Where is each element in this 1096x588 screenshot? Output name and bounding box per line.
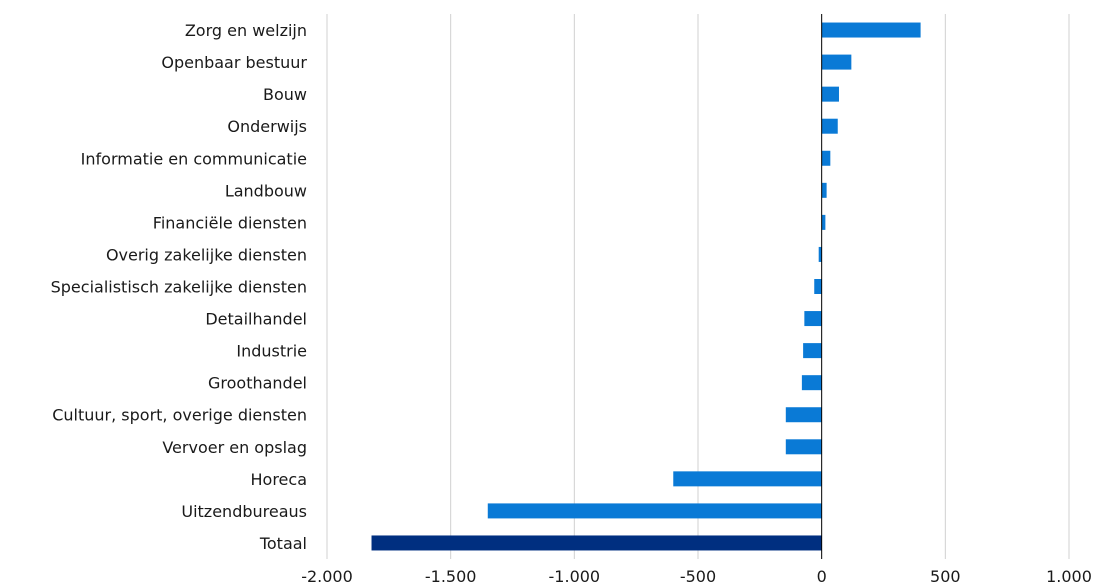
bar xyxy=(804,311,822,327)
x-tick-label: -500 xyxy=(680,567,716,586)
bar xyxy=(821,182,827,198)
category-label: Landbouw xyxy=(225,181,307,200)
category-label: Industrie xyxy=(236,342,307,361)
bars xyxy=(371,22,921,551)
category-label: Cultuur, sport, overige diensten xyxy=(52,406,307,425)
bar xyxy=(801,375,822,391)
category-label: Uitzendbureaus xyxy=(181,502,307,521)
bar xyxy=(821,86,839,102)
category-label: Horeca xyxy=(251,470,308,489)
bar xyxy=(814,279,822,294)
category-label: Vervoer en opslag xyxy=(162,438,307,457)
category-label: Overig zakelijke diensten xyxy=(106,245,307,264)
category-label: Zorg en welzijn xyxy=(185,21,307,40)
bar xyxy=(821,54,852,70)
bar xyxy=(821,118,838,134)
bar xyxy=(785,439,822,455)
category-label: Totaal xyxy=(259,534,307,553)
bar xyxy=(821,22,921,38)
category-label: Bouw xyxy=(263,85,307,104)
category-label: Detailhandel xyxy=(205,310,307,329)
gridlines xyxy=(326,14,1070,559)
bar xyxy=(673,471,822,487)
x-tick-label: 0 xyxy=(817,567,827,586)
x-tick-label: -1.500 xyxy=(425,567,477,586)
category-label: Specialistisch zakelijke diensten xyxy=(51,278,307,297)
category-label: Onderwijs xyxy=(227,117,307,136)
x-tick-label: -2.000 xyxy=(301,567,353,586)
bar xyxy=(371,535,822,551)
x-tick-label: 500 xyxy=(930,567,961,586)
bar xyxy=(785,407,822,423)
bar xyxy=(821,214,826,230)
bar xyxy=(487,503,822,519)
bar xyxy=(821,150,831,166)
category-label: Financiële diensten xyxy=(153,213,307,232)
x-tick-label: -1.000 xyxy=(549,567,601,586)
category-label: Groothandel xyxy=(208,374,307,393)
x-tick-labels: -2.000 -1.500 -1.000 -500 0 500 1.000 xyxy=(301,567,1092,586)
category-labels: Zorg en welzijn Openbaar bestuur Bouw Onder… xyxy=(51,21,308,553)
category-label: Informatie en communicatie xyxy=(81,149,307,168)
bar xyxy=(818,246,822,262)
x-tick-label: 1.000 xyxy=(1046,567,1092,586)
bar xyxy=(803,343,822,359)
category-label: Openbaar bestuur xyxy=(161,53,307,72)
